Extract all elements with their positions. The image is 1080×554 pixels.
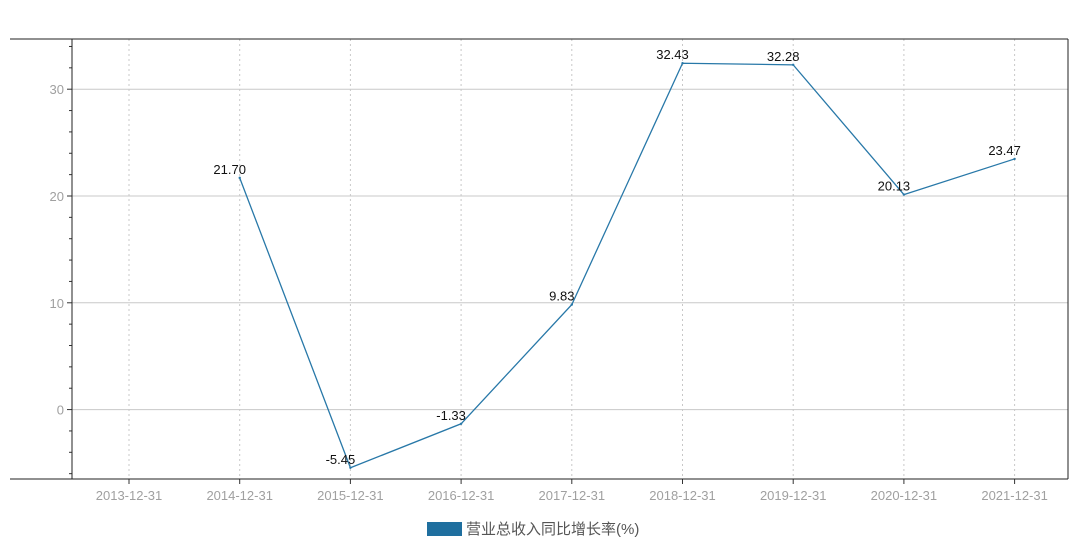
data-label: 9.83: [549, 289, 574, 304]
data-point: [238, 176, 241, 180]
grid-lines: [72, 39, 1068, 479]
y-tick-label: 0: [57, 403, 64, 418]
data-point: [459, 422, 463, 425]
data-label: 20.13: [878, 179, 911, 194]
axes: 0 10 20 30 2013-12-31 2014-12-31 2015-12-31 201…: [10, 38, 1069, 503]
data-label: -1.33: [436, 408, 466, 423]
data-label: -5.45: [326, 452, 356, 467]
x-tick-label: 2021-12-31: [981, 488, 1048, 503]
x-tick-label: 2015-12-31: [317, 488, 384, 503]
data-point: [349, 466, 352, 469]
series-line: [239, 62, 1015, 469]
x-tick-label: 2019-12-31: [760, 488, 827, 503]
data-point: [681, 62, 684, 65]
data-labels: 21.70 -5.45 -1.33 9.83 32.43 32.28 20.13 23.47: [213, 47, 1020, 467]
legend-swatch: [427, 522, 462, 536]
data-point: [1013, 157, 1016, 161]
y-tick-label: 30: [50, 82, 64, 97]
data-label: 32.43: [656, 47, 689, 62]
y-tick-label: 20: [50, 189, 64, 204]
x-tick-label: 2013-12-31: [96, 488, 163, 503]
data-label: 32.28: [767, 49, 800, 64]
x-tick-label: 2014-12-31: [206, 488, 273, 503]
series-layer: [238, 62, 1016, 469]
data-point: [792, 63, 795, 67]
data-label: 21.70: [213, 162, 246, 177]
x-tick-label: 2017-12-31: [539, 488, 606, 503]
x-tick-label: 2020-12-31: [871, 488, 938, 503]
legend[interactable]: 营业总收入同比增长率(%): [427, 521, 639, 538]
data-label: 23.47: [988, 143, 1021, 158]
x-tick-label: 2018-12-31: [649, 488, 716, 503]
legend-label: 营业总收入同比增长率(%): [466, 521, 639, 538]
data-point: [570, 303, 573, 306]
y-tick-label: 10: [50, 296, 64, 311]
x-tick-label: 2016-12-31: [428, 488, 495, 503]
data-point: [902, 193, 906, 196]
